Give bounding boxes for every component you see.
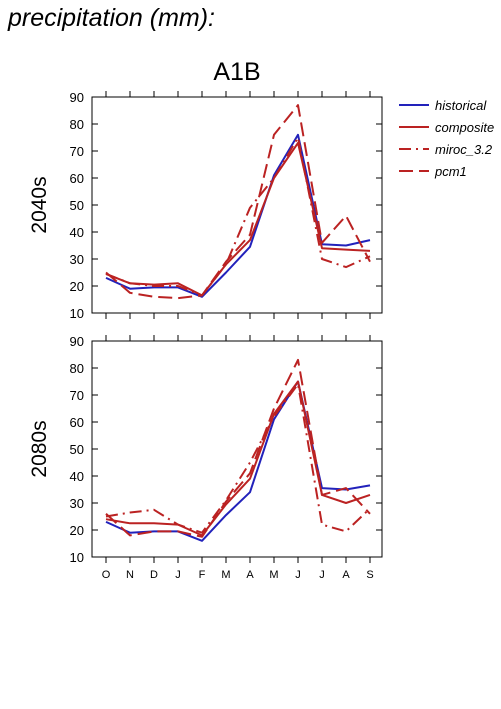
y-tick-label: 70 [70, 144, 84, 159]
x-tick-label: A [246, 569, 254, 581]
series-line-miroc_3.2 [105, 136, 371, 297]
legend-label: pcm1 [434, 164, 467, 179]
series-line-composite [105, 380, 371, 537]
legend-item-historical: historical [399, 98, 487, 113]
chart-panel-2040s: 10 20 30 40 50 60 70 80 90 2040s [28, 90, 383, 321]
legend-item-miroc_3.2: miroc_3.2 [399, 142, 493, 157]
x-tick-label: M [269, 569, 278, 581]
y-tick-label: 40 [70, 469, 84, 484]
chart-title: A1B [213, 58, 260, 86]
x-tick-label: J [319, 569, 325, 581]
y-tick-label: 10 [70, 550, 84, 565]
x-tick-label: O [102, 569, 111, 581]
series-line-pcm1 [105, 104, 371, 300]
series-line-miroc_3.2 [105, 383, 371, 534]
page-title: precipitation (mm): [8, 4, 215, 32]
series-line-historical [105, 380, 371, 542]
legend-item-composite: composite [399, 120, 494, 135]
legend-label: historical [435, 98, 487, 113]
x-tick-label: S [366, 569, 373, 581]
x-tick-label: D [150, 569, 158, 581]
row-label-2040s: 2040s [28, 176, 51, 233]
x-tick-label: J [175, 569, 181, 581]
y-tick-label: 20 [70, 523, 84, 538]
x-tick-label: A [342, 569, 350, 581]
y-tick-label: 80 [70, 361, 84, 376]
y-tick-label: 90 [70, 90, 84, 105]
y-tick-label: 80 [70, 117, 84, 132]
y-tick-label: 30 [70, 252, 84, 267]
y-tick-label: 20 [70, 279, 84, 294]
y-tick-label: 50 [70, 198, 84, 213]
series-line-pcm1 [105, 358, 371, 538]
legend-item-pcm1: pcm1 [399, 164, 467, 179]
legend-label: miroc_3.2 [435, 142, 493, 157]
x-tick-label: J [295, 569, 301, 581]
chart-panel-2080s: 10 20 30 40 50 60 70 80 90 O N D J F M A M J J A S 2080s [28, 334, 383, 581]
y-tick-label: 10 [70, 306, 84, 321]
y-tick-label: 50 [70, 442, 84, 457]
plot-frame [91, 340, 383, 558]
series-line-historical [105, 133, 371, 298]
legend-label: composite [435, 120, 494, 135]
y-tick-label: 60 [70, 415, 84, 430]
x-tick-label: N [126, 569, 134, 581]
plot-frame [91, 96, 383, 314]
series-line-composite [105, 141, 371, 297]
x-tick-label: F [199, 569, 206, 581]
row-label-2080s: 2080s [28, 420, 51, 477]
x-tick-label: M [221, 569, 230, 581]
y-tick-label: 60 [70, 171, 84, 186]
y-tick-label: 70 [70, 388, 84, 403]
y-tick-label: 90 [70, 334, 84, 349]
y-tick-label: 30 [70, 496, 84, 511]
legend: historical composite miroc_3.2 pcm1 [399, 98, 494, 179]
y-tick-label: 40 [70, 225, 84, 240]
